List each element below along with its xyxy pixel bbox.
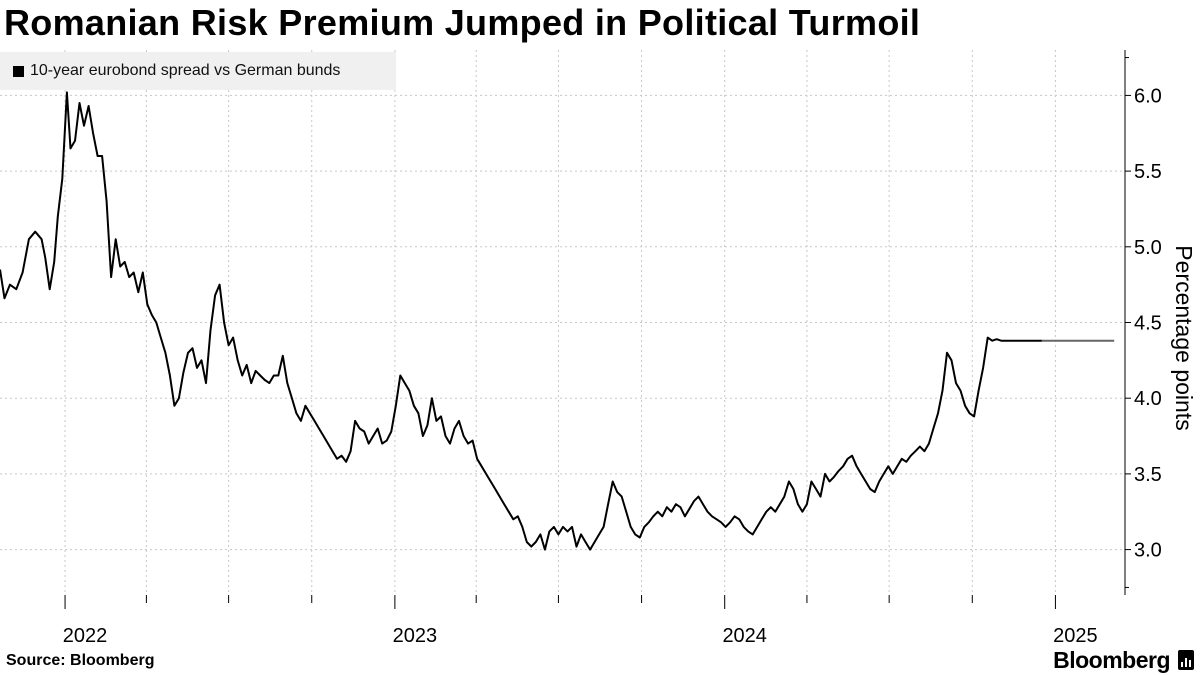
x-tick-label: 2025 — [1053, 625, 1098, 647]
series-line — [0, 91, 1042, 551]
y-tick-label: 3.0 — [1134, 540, 1162, 562]
y-axis-label: Percentage points — [1171, 245, 1197, 430]
bloomberg-chart-icon — [1178, 650, 1194, 670]
y-tick-label: 5.5 — [1134, 161, 1162, 183]
source-note: Source: Bloomberg — [6, 652, 155, 669]
legend-label: 10-year eurobond spread vs German bunds — [30, 62, 341, 79]
y-axis: 3.0 3.5 4.0 4.5 5.0 5.5 6.0 — [1124, 50, 1162, 595]
x-tick-label: 2022 — [63, 625, 108, 647]
x-tick-label: 2024 — [722, 625, 767, 647]
legend-swatch — [13, 65, 24, 77]
series-layer — [0, 91, 1115, 551]
chart-title: Romanian Risk Premium Jumped in Politica… — [4, 2, 921, 43]
y-tick-label: 6.0 — [1134, 85, 1162, 107]
y-tick-label: 4.0 — [1134, 388, 1162, 410]
gridlines — [0, 50, 1125, 595]
bloomberg-logo: Bloomberg — [1053, 647, 1170, 673]
y-tick-label: 4.5 — [1134, 313, 1162, 335]
y-tick-label: 5.0 — [1134, 237, 1162, 259]
y-tick-label: 3.5 — [1134, 464, 1162, 486]
x-axis: 2022 2023 2024 2025 — [63, 595, 1098, 647]
legend: 10-year eurobond spread vs German bunds — [0, 52, 396, 90]
x-tick-label: 2023 — [393, 625, 438, 647]
